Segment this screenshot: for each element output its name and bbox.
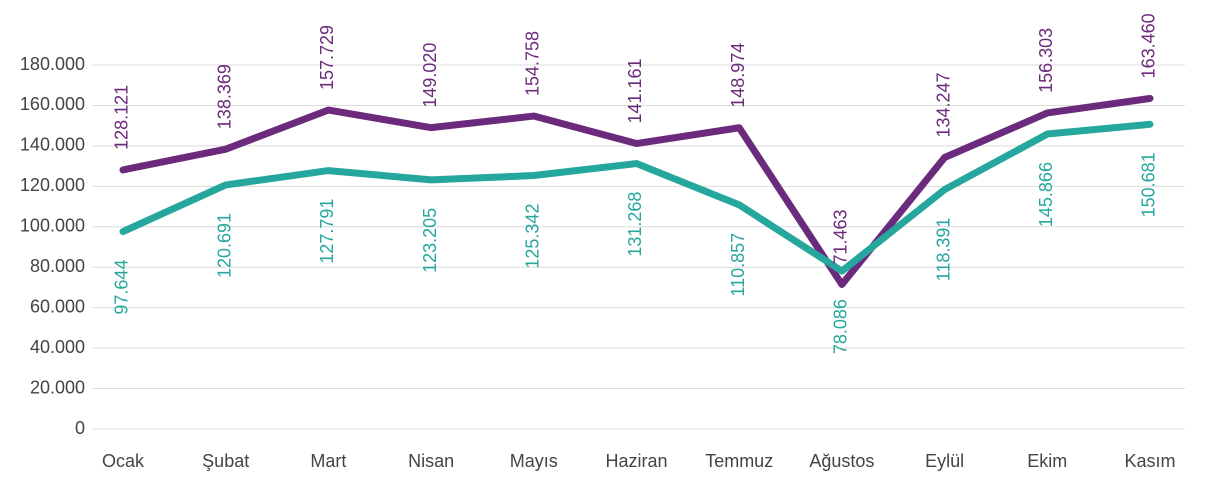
y-tick-label: 80.000 — [30, 256, 85, 276]
data-label: 128.121 — [112, 85, 132, 150]
y-tick-label: 60.000 — [30, 296, 85, 316]
y-tick-label: 160.000 — [20, 94, 85, 114]
data-label: 138.369 — [214, 64, 234, 129]
x-tick-label: Şubat — [202, 451, 249, 471]
x-tick-label: Nisan — [408, 451, 454, 471]
data-label: 110.857 — [728, 233, 748, 297]
data-label: 150.681 — [1139, 152, 1159, 217]
data-label: 163.460 — [1139, 13, 1159, 78]
x-tick-label: Eylül — [925, 451, 964, 471]
x-tick-label: Kasım — [1124, 451, 1175, 471]
y-tick-label: 0 — [75, 418, 85, 438]
data-label: 120.691 — [214, 213, 234, 278]
data-label: 123.205 — [420, 208, 440, 273]
y-tick-label: 180.000 — [20, 54, 85, 74]
series-line — [119, 94, 1154, 288]
data-label: 125.342 — [523, 204, 543, 269]
y-tick-label: 140.000 — [20, 135, 85, 155]
data-label: 157.729 — [317, 25, 337, 90]
x-tick-label: Temmuz — [705, 451, 773, 471]
x-tick-label: Haziran — [605, 451, 667, 471]
y-tick-label: 20.000 — [30, 377, 85, 397]
series-line — [119, 120, 1154, 275]
x-tick-label: Mart — [310, 451, 346, 471]
data-label: 154.758 — [523, 31, 543, 96]
x-tick-label: Ekim — [1027, 451, 1067, 471]
data-label: 148.974 — [728, 43, 748, 108]
data-label: 127.791 — [317, 199, 337, 264]
data-label: 145.866 — [1036, 162, 1056, 227]
data-label: 97.644 — [112, 260, 132, 315]
data-label: 149.020 — [420, 43, 440, 108]
data-label: 131.268 — [625, 192, 645, 257]
y-tick-label: 40.000 — [30, 337, 85, 357]
y-tick-label: 100.000 — [20, 216, 85, 236]
x-tick-label: Mayıs — [510, 451, 558, 471]
data-label: 141.161 — [625, 58, 645, 123]
data-label: 156.303 — [1036, 28, 1056, 93]
y-tick-label: 120.000 — [20, 175, 85, 195]
x-tick-label: Ağustos — [809, 451, 874, 471]
data-label: 118.391 — [933, 218, 953, 282]
data-label: 71.463 — [831, 209, 851, 264]
x-tick-label: Ocak — [102, 451, 145, 471]
data-label: 134.247 — [933, 72, 953, 137]
data-label: 78.086 — [831, 299, 851, 354]
